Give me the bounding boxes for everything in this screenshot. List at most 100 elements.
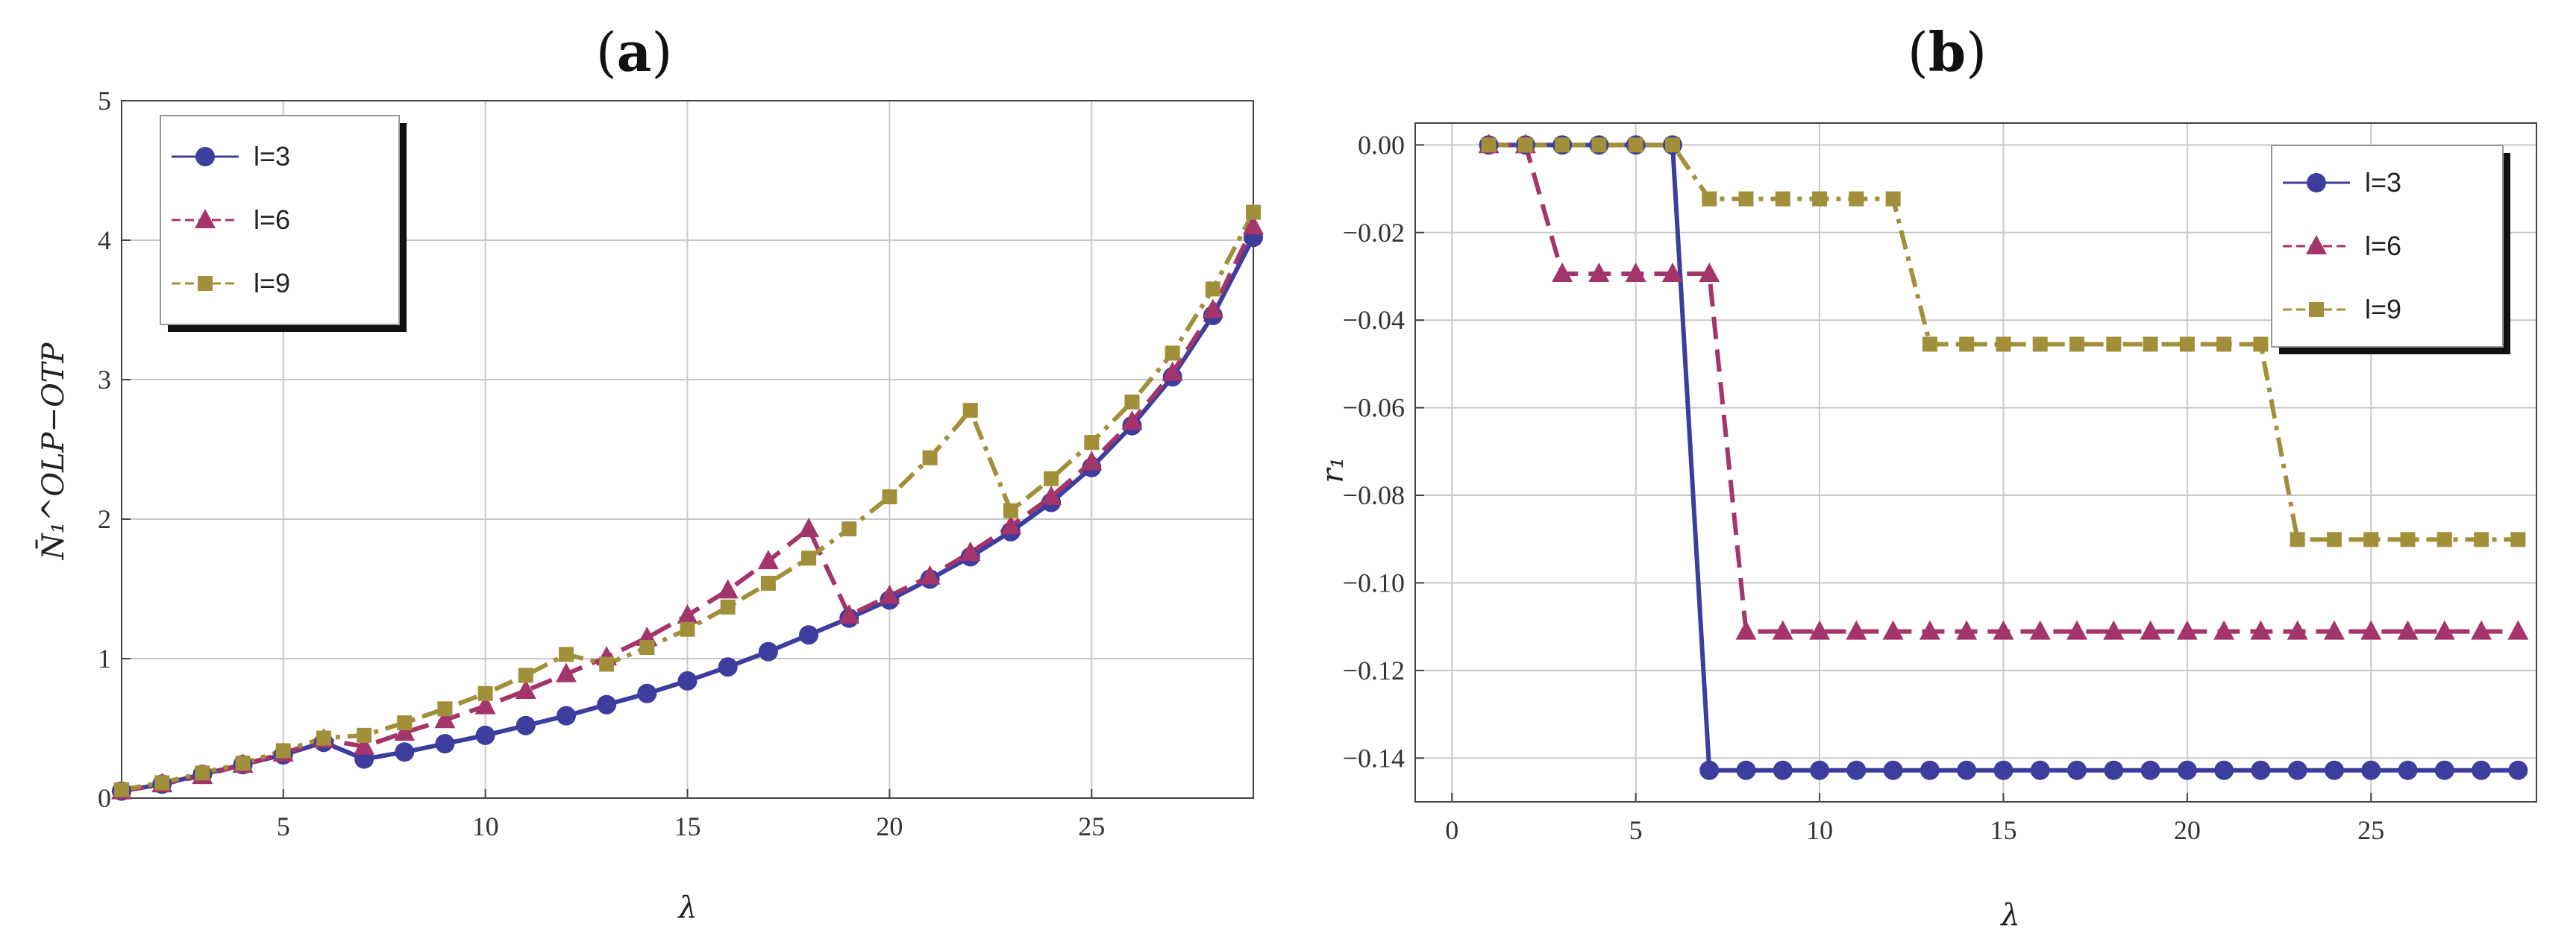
tick-label-y: −0.14 (1343, 743, 1405, 773)
data-point-l=9 (275, 743, 291, 759)
panel-b-title-paren-close: ) (1966, 21, 1987, 84)
data-point-l=9 (2179, 336, 2195, 352)
data-point-l=6 (2103, 620, 2125, 640)
data-point-l=9 (680, 621, 695, 637)
data-point-l=9 (1003, 503, 1018, 518)
data-point-l=9 (2253, 336, 2269, 352)
tick-label-x: 20 (876, 812, 903, 841)
data-point-l=9 (1205, 281, 1220, 297)
data-point-l=3 (1993, 760, 2014, 780)
data-point-l=6 (1081, 451, 1103, 471)
panel-b-chart: (b) 0 5 10 15 20 25 0.00 −0.02 −0.04 −0.06 −0.08 −0… (1316, 20, 2537, 932)
data-point-l=6 (1121, 410, 1143, 430)
data-point-l=9 (437, 701, 453, 717)
data-point-l=3 (2140, 760, 2160, 780)
data-point-l=9 (962, 403, 978, 418)
data-point-l=3 (1846, 760, 1867, 780)
data-point-l=9 (1555, 137, 1570, 153)
data-point-l=9 (1246, 204, 1261, 220)
data-point-l=6 (515, 679, 536, 700)
data-point-l=3 (475, 725, 495, 745)
data-point-l=6 (1699, 262, 1720, 282)
data-point-l=3 (2214, 760, 2234, 780)
data-point-l=3 (2508, 760, 2528, 780)
data-point-l=9 (1849, 191, 1864, 207)
tick-label-y: 0.00 (1358, 130, 1405, 160)
legend-marker-l=3 (195, 147, 215, 166)
data-point-l=3 (1883, 760, 1903, 780)
data-point-l=3 (799, 625, 819, 645)
data-point-l=3 (2030, 760, 2050, 780)
data-point-l=9 (720, 599, 736, 615)
data-point-l=9 (2216, 336, 2232, 352)
data-point-l=6 (434, 709, 456, 729)
tick-label-y: −0.02 (1343, 218, 1405, 248)
panel-a-legend: l=3 l=6 l=9 (160, 115, 407, 332)
data-point-l=9 (1165, 345, 1180, 361)
data-point-l=6 (1993, 620, 2014, 640)
data-point-l=6 (1243, 215, 1264, 235)
tick-label-y: −0.06 (1343, 393, 1405, 423)
legend-label-l=3: l=3 (2365, 167, 2401, 198)
data-point-l=6 (919, 565, 941, 585)
data-point-l=3 (1920, 760, 1940, 780)
data-point-l=9 (2106, 336, 2122, 352)
data-point-l=9 (357, 727, 372, 743)
panel-a-ylabel: N̄₁^OLP−OTP (36, 342, 71, 561)
data-point-l=9 (1124, 394, 1140, 409)
data-point-l=6 (1735, 620, 1757, 640)
data-point-l=9 (639, 640, 655, 656)
data-point-l=6 (1000, 515, 1021, 535)
data-point-l=9 (882, 489, 897, 505)
data-point-l=9 (1959, 336, 1975, 352)
data-point-l=3 (758, 641, 778, 662)
panel-b-xlabel: λ (1999, 898, 2019, 932)
panel-b-title: (b) (1908, 20, 1987, 84)
data-point-l=9 (760, 576, 776, 591)
data-point-l=6 (394, 721, 416, 741)
data-point-l=3 (2287, 760, 2307, 780)
data-point-l=6 (1041, 486, 1062, 506)
data-point-l=3 (2324, 760, 2344, 780)
data-point-l=6 (1661, 262, 1683, 282)
data-point-l=6 (2213, 620, 2235, 640)
data-point-l=6 (879, 584, 900, 604)
data-point-l=6 (2507, 620, 2529, 640)
data-point-l=9 (1517, 137, 1533, 153)
data-point-l=3 (637, 683, 657, 703)
data-point-l=3 (2067, 760, 2087, 780)
tick-label-y: 1 (98, 644, 111, 674)
data-point-l=3 (2398, 760, 2418, 780)
legend-marker-l=6 (195, 209, 216, 228)
data-point-l=6 (1202, 298, 1223, 318)
legend-marker-l=9 (198, 276, 213, 291)
tick-label-y: 2 (98, 504, 111, 534)
data-point-l=3 (1810, 760, 1830, 780)
data-point-l=3 (556, 706, 576, 726)
data-point-l=9 (477, 685, 493, 701)
legend-label-l=6: l=6 (254, 204, 290, 235)
data-point-l=6 (1919, 620, 1940, 640)
data-point-l=9 (2400, 532, 2416, 547)
data-point-l=3 (435, 734, 455, 754)
panel-b-ylabel: r₁ (1316, 456, 1350, 483)
data-point-l=6 (1846, 620, 1867, 640)
data-point-l=3 (2434, 760, 2454, 780)
tick-label-x: 5 (1629, 815, 1643, 845)
data-point-l=9 (1738, 191, 1754, 207)
data-point-l=6 (1625, 262, 1646, 282)
data-point-l=3 (2472, 760, 2492, 780)
data-point-l=6 (354, 735, 375, 755)
panel-b-ylabel-text: r₁ (1316, 456, 1350, 483)
data-point-l=6 (677, 604, 698, 624)
legend-label-l=3: l=3 (254, 141, 290, 172)
panel-a-ylabel-text: N̄₁^OLP−OTP (36, 342, 71, 561)
legend-marker-l=9 (2309, 302, 2324, 317)
data-point-l=6 (2287, 620, 2308, 640)
legend-marker-l=6 (2306, 235, 2327, 254)
data-point-l=9 (397, 715, 413, 731)
data-point-l=6 (1809, 620, 1831, 640)
data-point-l=6 (2029, 620, 2051, 640)
legend-marker-l=3 (2307, 173, 2326, 192)
data-point-l=9 (922, 450, 938, 465)
